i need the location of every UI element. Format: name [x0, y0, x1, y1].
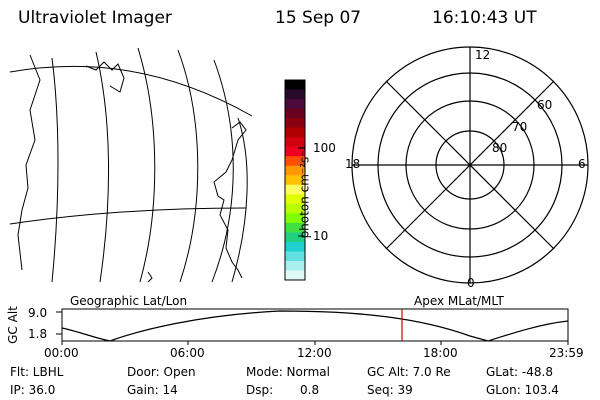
polar-mlt-6: 6 [578, 157, 586, 171]
colorbar-segment [285, 232, 305, 243]
polar-lat-70: 70 [512, 120, 528, 134]
gc-alt-axis-label: GC Alt [5, 306, 20, 344]
colorbar-tick-100: 100 [313, 141, 336, 155]
color-bar [284, 79, 306, 281]
gain-info: Gain: 14 [127, 383, 178, 397]
time-label: 16:10:43 UT [432, 8, 537, 28]
colorbar-segment [285, 194, 305, 205]
instrument-title: Ultraviolet Imager [18, 8, 172, 28]
polar-lat-80: 80 [492, 141, 508, 155]
colorbar-segment [285, 80, 305, 91]
colorbar-segment [285, 241, 305, 252]
colorbar-segment [285, 146, 305, 157]
dsp-value: 0.8 [300, 383, 320, 397]
colorbar-segment [285, 203, 305, 214]
y-tick-9: 9.0 [28, 306, 48, 320]
colorbar-segment [285, 137, 305, 148]
mode-info: Mode: Normal [246, 365, 330, 379]
colorbar-border [284, 79, 306, 281]
colorbar-segment [285, 118, 305, 129]
polar-plot [351, 46, 589, 284]
geographic-label: Geographic Lat/Lon [70, 294, 188, 308]
polar-mlt-12: 12 [475, 48, 491, 62]
y-tick-1-8: 1.8 [28, 327, 48, 341]
geographic-map [9, 47, 253, 283]
colorbar-segment [285, 184, 305, 195]
altitude-timeline [56, 308, 569, 345]
filter-info: Flt: LBHL [10, 365, 64, 379]
colorbar-segment [285, 99, 305, 110]
dsp-info: Dsp: [246, 383, 274, 397]
colorbar-unit-label: photon cm⁻²s⁻¹ [297, 145, 312, 239]
x-tick-0000: 00:00 [44, 346, 79, 360]
colorbar-segment [285, 222, 305, 233]
seq-info: Seq: 39 [367, 383, 413, 397]
colorbar-segment [285, 156, 305, 167]
polar-mlt-0: 0 [467, 276, 475, 290]
x-tick-2359: 23:59 [549, 346, 584, 360]
colorbar-segment [285, 251, 305, 262]
polar-lat-60: 60 [537, 98, 553, 112]
glat-info: GLat: -48.8 [486, 365, 553, 379]
x-tick-0600: 06:00 [170, 346, 205, 360]
gc-alt-info: GC Alt: 7.0 Re [367, 365, 451, 379]
x-tick-1800: 18:00 [423, 346, 458, 360]
colorbar-segment [285, 127, 305, 138]
colorbar-segment [285, 108, 305, 119]
colorbar-segment [285, 213, 305, 224]
colorbar-tick-10: 10 [313, 229, 329, 243]
colorbar-segment [285, 260, 305, 271]
apex-label: Apex MLat/MLT [414, 294, 504, 308]
ip-info: IP: 36.0 [10, 383, 56, 397]
colorbar-segment [285, 89, 305, 100]
x-tick-1200: 12:00 [297, 346, 332, 360]
colorbar-segment [285, 175, 305, 186]
colorbar-segment [285, 165, 305, 176]
glon-info: GLon: 103.4 [486, 383, 559, 397]
colorbar-segment [285, 270, 305, 281]
date-label: 15 Sep 07 [275, 8, 362, 28]
door-info: Door: Open [127, 365, 196, 379]
color-bar-ticks [298, 147, 304, 237]
polar-mlt-18: 18 [345, 157, 361, 171]
